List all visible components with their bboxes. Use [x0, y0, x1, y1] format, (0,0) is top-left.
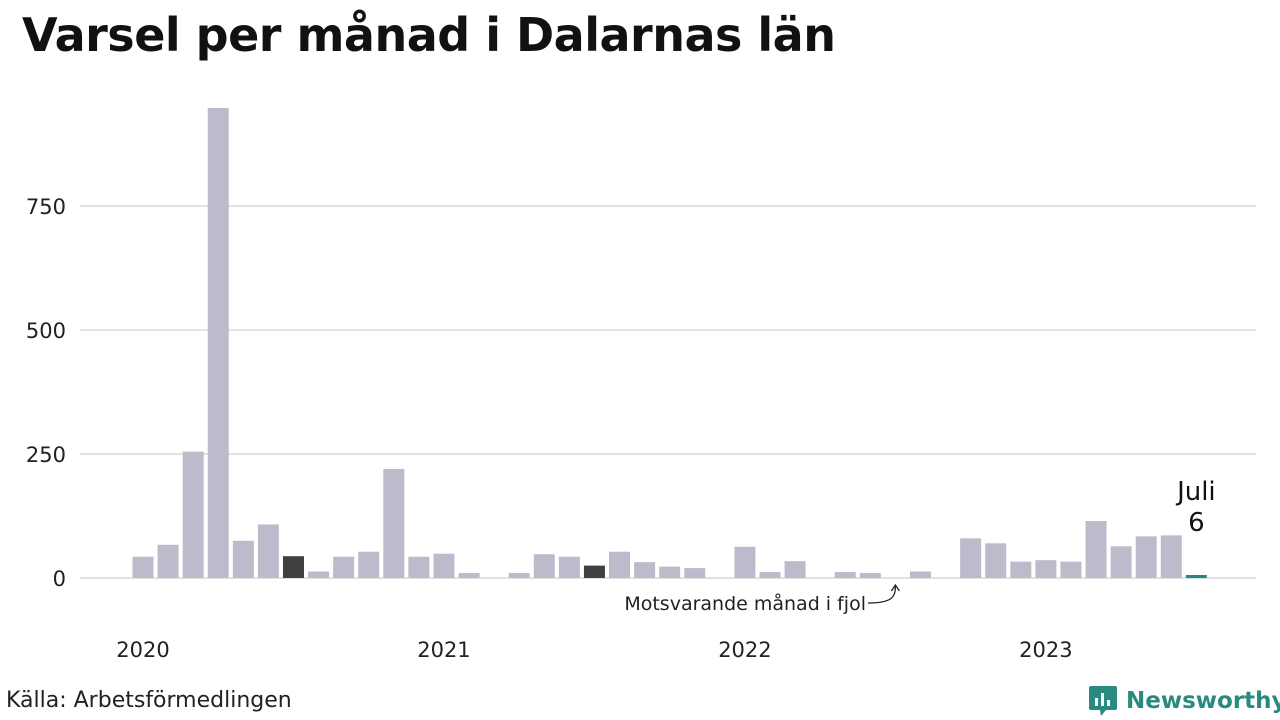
bar — [333, 556, 355, 578]
y-tick-label: 250 — [26, 443, 66, 467]
bar — [1060, 561, 1082, 578]
bar — [257, 524, 279, 578]
x-tick-label: 2022 — [718, 638, 771, 662]
x-axis-ticks: 2020 2021 2022 2023 — [116, 638, 1072, 662]
bar — [634, 562, 656, 578]
current-month-label: Juli — [1175, 477, 1216, 507]
y-tick-label: 500 — [26, 319, 66, 343]
bar — [909, 571, 931, 578]
brand-name: Newsworthy — [1126, 688, 1280, 714]
bar — [408, 556, 430, 578]
bar — [157, 544, 179, 578]
newsworthy-logo-icon — [1089, 686, 1117, 716]
bar — [282, 556, 304, 578]
bar — [508, 573, 530, 578]
bar — [132, 556, 154, 578]
bar — [859, 573, 881, 578]
bar — [1110, 546, 1132, 578]
bar — [533, 554, 555, 578]
previous-year-arrow-icon — [867, 583, 900, 604]
bar — [458, 573, 480, 578]
x-tick-label: 2021 — [417, 638, 470, 662]
current-value-label: 6 — [1188, 508, 1205, 538]
bar — [558, 556, 580, 578]
x-tick-label: 2023 — [1019, 638, 1072, 662]
bar — [1185, 575, 1207, 578]
bar — [985, 543, 1007, 578]
y-tick-label: 750 — [26, 195, 66, 219]
bar — [1010, 561, 1032, 578]
bar — [784, 561, 806, 578]
brand-logo: Newsworthy — [1088, 684, 1280, 718]
gridlines — [80, 205, 1256, 579]
bar — [1135, 536, 1157, 578]
bar — [834, 572, 856, 578]
bar — [308, 571, 330, 578]
y-tick-label: 0 — [53, 567, 66, 591]
bar — [433, 553, 455, 578]
bar — [734, 546, 756, 578]
bar — [684, 568, 706, 578]
bar — [383, 468, 405, 578]
bar — [609, 551, 631, 578]
x-tick-label: 2020 — [116, 638, 169, 662]
bar — [232, 540, 254, 578]
bar — [659, 566, 681, 578]
bar — [182, 451, 204, 578]
bar — [583, 565, 605, 578]
bar — [1160, 535, 1182, 578]
bar — [759, 572, 781, 578]
source-label: Källa: Arbetsförmedlingen — [6, 688, 292, 713]
annotations: Juli 6 Motsvarande månad i fjol — [624, 477, 1215, 615]
bar — [207, 107, 229, 578]
bar — [960, 538, 982, 578]
bar — [1085, 520, 1107, 578]
bar — [358, 551, 380, 578]
y-axis-ticks: 0 250 500 750 — [26, 195, 66, 591]
bar — [1035, 560, 1057, 578]
previous-year-note: Motsvarande månad i fjol — [624, 592, 866, 615]
chart-title: Varsel per månad i Dalarnas län — [22, 8, 836, 62]
bars — [132, 107, 1207, 578]
